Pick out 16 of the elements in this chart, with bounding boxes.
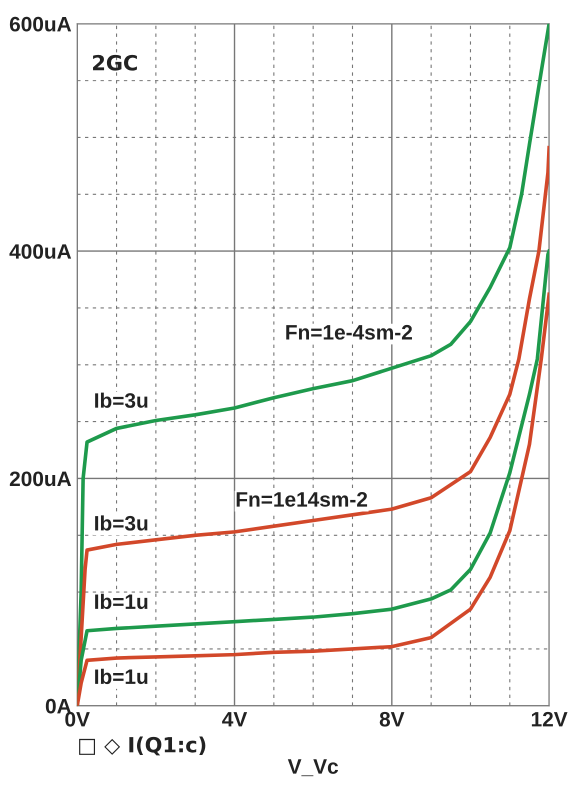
annotation: Ib=1u xyxy=(95,594,148,610)
y-tick-label: 400uA xyxy=(9,244,72,259)
text: □ ◇ I(Q1:c) xyxy=(79,736,206,756)
x-tick-label: 4V xyxy=(222,712,248,726)
y-tick-label: 600uA xyxy=(10,16,72,32)
annotation: Ib=1u xyxy=(95,668,148,684)
annotation: Ib=3u xyxy=(95,515,148,531)
x-axis-title: V_Vc xyxy=(288,759,338,776)
y-tick-label: 200uA xyxy=(10,471,72,486)
annotation: Ib=3u xyxy=(95,392,148,408)
annotation: 2GC xyxy=(93,54,137,71)
x-tick-label: 12V xyxy=(532,712,568,726)
x-tick-label: 0V xyxy=(65,712,90,727)
annotation: Fn=1e14sm-2 xyxy=(236,492,368,507)
x-tick-label: 8V xyxy=(380,712,404,727)
annotation: Fn=1e-4sm-2 xyxy=(286,324,412,340)
